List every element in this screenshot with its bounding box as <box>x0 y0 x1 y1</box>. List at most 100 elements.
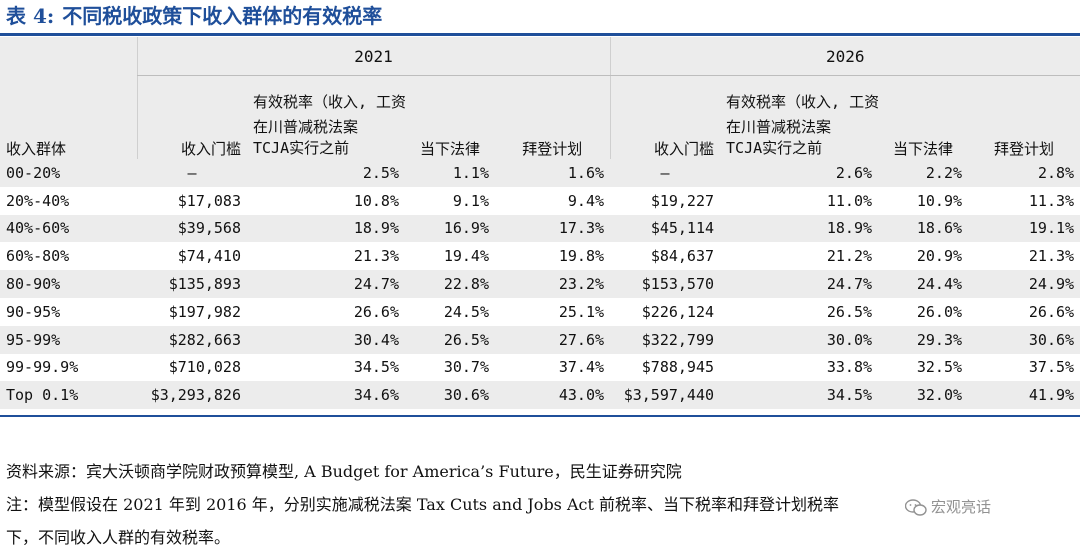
header-empty-cell <box>0 37 137 76</box>
cell-pre-2021: 18.9% <box>247 214 405 243</box>
cell-current-2021: 26.5% <box>405 325 495 354</box>
cell-current-2021: 1.1% <box>405 159 495 187</box>
cell-biden-2026: 2.8% <box>968 159 1080 187</box>
table-row: 20%-40% $17,083 10.8% 9.1% 9.4% $19,227 … <box>0 187 1080 215</box>
cell-current-2021: 9.1% <box>452 191 489 210</box>
cell-current-2026: 10.9% <box>916 191 963 210</box>
cell-group: 20%-40% <box>6 191 70 210</box>
cell-threshold-2021: $17,083 <box>177 191 241 210</box>
cell-biden-2026: 26.6% <box>1028 302 1075 321</box>
cell-current-2021: 30.6% <box>405 381 495 410</box>
cell-pre-2026: 26.5% <box>826 302 873 321</box>
cell-biden-2021: 43.0% <box>495 381 611 410</box>
cell-group: 80-90% <box>0 270 137 298</box>
table-row: 60%-80% $74,410 21.3% 19.4% 19.8% $84,63… <box>0 242 1080 270</box>
header-biden-plan-2026: 拜登计划 <box>968 75 1080 159</box>
cell-biden-2021: 25.1% <box>558 302 605 321</box>
cell-group: 95-99% <box>0 325 137 354</box>
cell-biden-2021: 23.2% <box>495 270 611 298</box>
cell-pre-2026: 34.5% <box>720 381 879 410</box>
cell-biden-2026: 30.6% <box>968 325 1080 354</box>
cell-threshold-2021: $74,410 <box>177 247 241 266</box>
cell-current-2021: 19.4% <box>443 247 489 266</box>
top-rule <box>0 33 1080 36</box>
pre-tcja-line2: TCJA实行之前 <box>253 139 350 157</box>
cell-group: 60%-80% <box>6 247 70 266</box>
source-note: 资料来源：宾大沃顿商学院财政预算模型, A Budget for America… <box>6 462 682 481</box>
cell-pre-2026: 33.8% <box>826 358 873 377</box>
cell-group: 90-95% <box>6 302 61 321</box>
pre-tcja-line2-2026: TCJA实行之前 <box>726 139 823 157</box>
cell-threshold-2021: $3,293,826 <box>137 381 247 410</box>
pre-tcja-line1: 在川普减税法案 <box>253 118 359 136</box>
cell-current-2026: 32.5% <box>916 358 963 377</box>
cell-threshold-2026: $3,597,440 <box>610 381 721 410</box>
cell-current-2026: 20.9% <box>916 247 963 266</box>
cell-threshold-2026: $788,945 <box>641 358 715 377</box>
cell-group: 00-20% <box>0 159 137 187</box>
table-title-text: 不同税收政策下收入群体的有效税率 <box>62 4 383 28</box>
cell-current-2021: 16.9% <box>405 214 495 243</box>
year-header-2026: 2026 <box>609 37 1080 76</box>
cell-threshold-2021: $135,893 <box>137 270 247 298</box>
cell-threshold-2026: $45,114 <box>610 214 721 243</box>
cell-current-2026: 2.2% <box>878 159 969 187</box>
cell-biden-2021: 17.3% <box>495 214 611 243</box>
table-row: Top 0.1% $3,293,826 34.6% 30.6% 43.0% $3… <box>0 381 1080 410</box>
table-number: 表 4: <box>6 4 55 28</box>
cell-biden-2026: 11.3% <box>1028 191 1075 210</box>
cell-pre-2021: 30.4% <box>247 325 405 354</box>
header-biden-plan-2021: 拜登计划 <box>495 75 611 159</box>
table-row: 40%-60% $39,568 18.9% 16.9% 17.3% $45,11… <box>0 214 1080 243</box>
cell-biden-2026: 19.1% <box>968 214 1080 243</box>
cell-current-2026: 18.6% <box>878 214 969 243</box>
cell-threshold-2021: – <box>137 159 247 187</box>
cell-threshold-2026: $19,227 <box>650 191 715 210</box>
cell-pre-2026: 18.9% <box>720 214 879 243</box>
cell-group: 99-99.9% <box>6 358 79 377</box>
header-threshold-2021: 收入门槛 <box>136 75 247 159</box>
effective-rate-title-2021: 有效税率（收入, 工资税, 公司）, 2021 <box>253 93 405 111</box>
header-threshold-2026: 收入门槛 <box>609 75 721 159</box>
watermark-text: 宏观亮话 <box>931 498 992 516</box>
pre-tcja-line1-2026: 在川普减税法案 <box>726 118 832 136</box>
table-row: 95-99% $282,663 30.4% 26.5% 27.6% $322,7… <box>0 325 1080 354</box>
cell-threshold-2026: $322,799 <box>610 325 721 354</box>
cell-group: Top 0.1% <box>0 381 137 410</box>
cell-threshold-2021: $197,982 <box>168 302 241 321</box>
effective-rate-title-2026: 有效税率（收入, 工资税, 公司）, 2026 <box>726 93 879 111</box>
cell-current-2026: 32.0% <box>878 381 969 410</box>
cell-current-2021: 24.5% <box>443 302 489 321</box>
cell-threshold-2021: $39,568 <box>137 214 247 243</box>
model-note-line1: 注：模型假设在 2021 年到 2016 年，分别实施减税法案 Tax Cuts… <box>6 495 840 514</box>
table-row: 80-90% $135,893 24.7% 22.8% 23.2% $153,5… <box>0 270 1080 298</box>
cell-current-2021: 30.7% <box>443 358 489 377</box>
table-row: 00-20% – 2.5% 1.1% 1.6% – 2.6% 2.2% 2.8% <box>0 159 1080 187</box>
cell-pre-2026: 30.0% <box>720 325 879 354</box>
cell-pre-2026: 2.6% <box>720 159 879 187</box>
header-income-group: 收入群体 <box>0 75 137 159</box>
cell-biden-2021: 1.6% <box>495 159 611 187</box>
cell-current-2026: 24.4% <box>878 270 969 298</box>
cell-pre-2021: 26.6% <box>353 302 399 321</box>
table-row: 99-99.9% $710,028 34.5% 30.7% 37.4% $788… <box>0 354 1080 382</box>
model-note-line2: 下，不同收入人群的有效税率。 <box>6 528 231 547</box>
table-title: 表 4: 不同税收政策下收入群体的有效税率 <box>6 2 382 30</box>
cell-threshold-2026: $84,637 <box>650 247 715 266</box>
year-header-2021: 2021 <box>136 37 611 76</box>
wechat-icon <box>904 498 927 516</box>
cell-biden-2021: 9.4% <box>567 191 605 210</box>
cell-biden-2026: 24.9% <box>968 270 1080 298</box>
cell-pre-2021: 10.8% <box>353 191 399 210</box>
cell-pre-2021: 2.5% <box>247 159 405 187</box>
cell-current-2021: 22.8% <box>405 270 495 298</box>
cell-biden-2021: 27.6% <box>495 325 611 354</box>
notes: 资料来源：宾大沃顿商学院财政预算模型, A Budget for America… <box>6 455 1076 554</box>
watermark: 宏观亮话 <box>904 494 992 520</box>
cell-pre-2021: 34.5% <box>353 358 399 377</box>
cell-pre-2021: 24.7% <box>247 270 405 298</box>
header-current-law-2021: 当下法律 <box>405 75 495 159</box>
cell-pre-2021: 34.6% <box>247 381 405 410</box>
cell-pre-2026: 24.7% <box>720 270 879 298</box>
tax-rate-table: 2021 2026 收入群体 收入门槛 有效税率（收入, 工资税, 公司）, 2… <box>0 37 1080 410</box>
